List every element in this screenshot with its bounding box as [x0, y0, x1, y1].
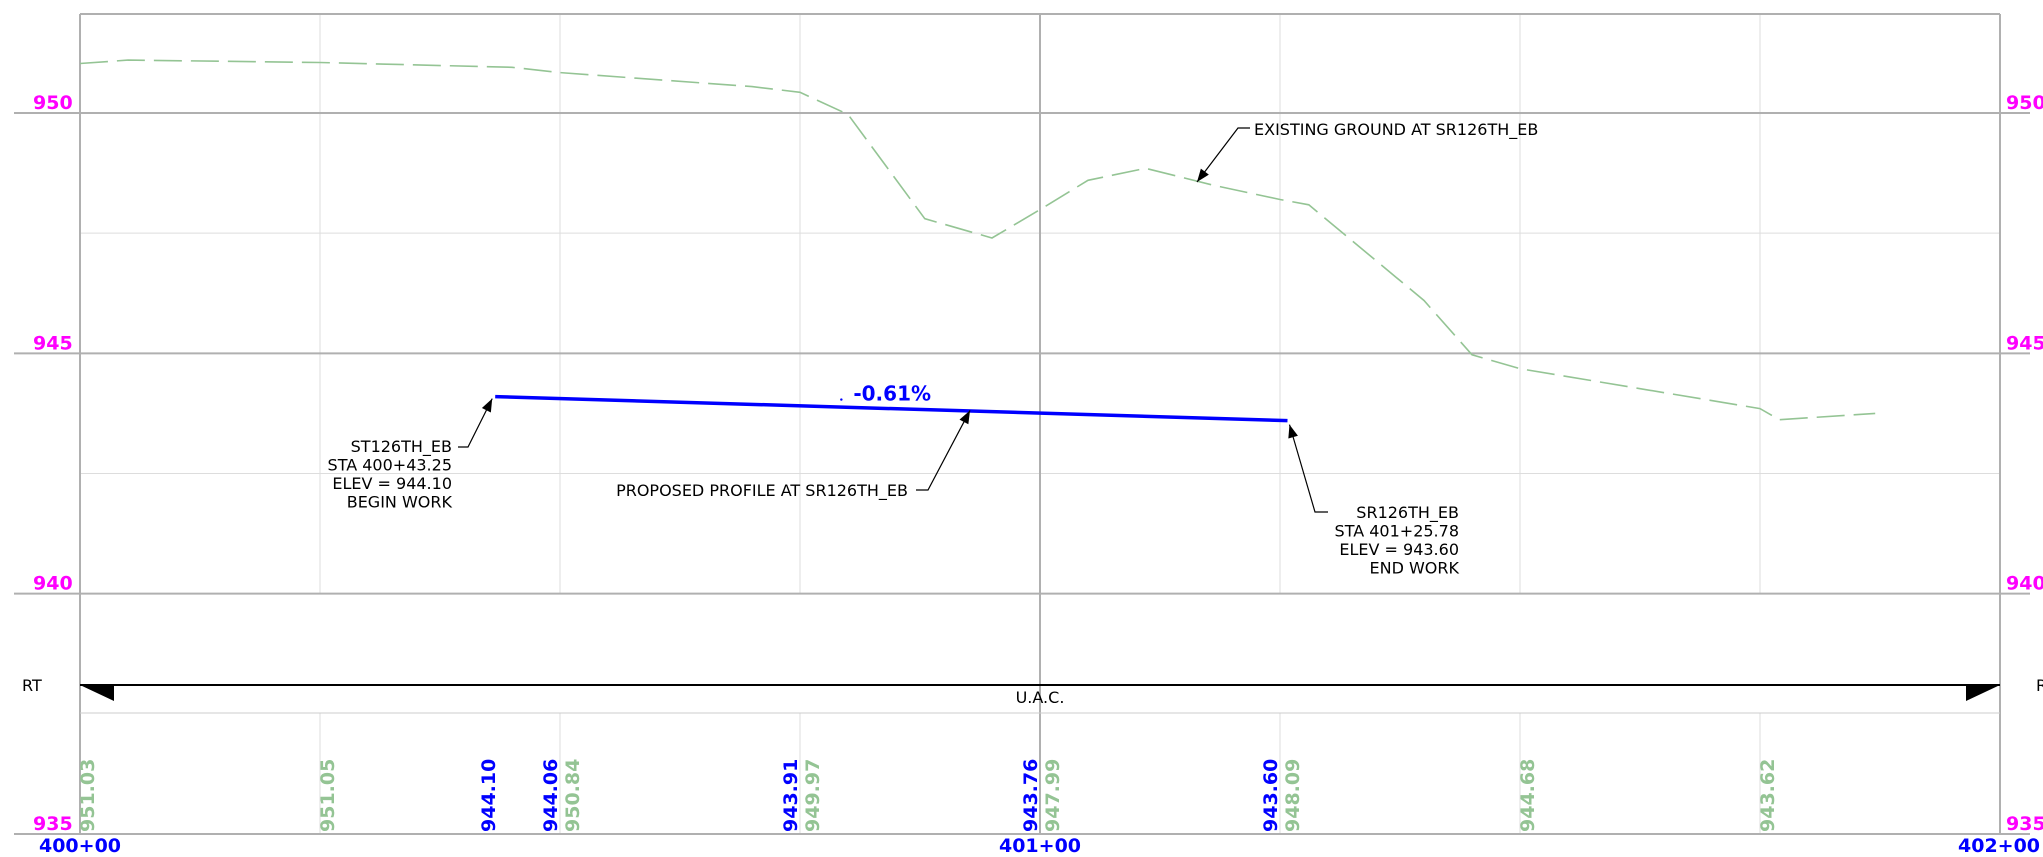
elevation-label-right: 940: [2006, 573, 2043, 595]
band-center-label: U.A.C.: [1016, 688, 1065, 707]
elevation-label-right: 945: [2006, 332, 2043, 354]
elevation-label-left: 935: [33, 813, 73, 835]
end-work-leader: [1288, 424, 1328, 513]
elevation-label-right: 935: [2006, 813, 2043, 835]
begin-work-leader: [458, 398, 493, 448]
existing-elevation-readout: 950.84: [562, 759, 584, 832]
proposed-profile-leader: [916, 410, 971, 491]
station-label: 401+00: [999, 835, 1081, 857]
proposed-elevation-readout: 943.76: [1020, 759, 1042, 832]
slope-dot: [840, 398, 843, 401]
existing-elevation-readout: 947.99: [1042, 759, 1064, 832]
station-label: 402+00: [1958, 835, 2040, 857]
band-side-right: RT: [2036, 676, 2043, 695]
elevation-label-right: 950: [2006, 92, 2043, 114]
elevation-readouts: 951.03 951.05 944.10 944.06 950.84 943.91 949.…: [77, 759, 1779, 832]
band-side-left: RT: [22, 676, 42, 695]
existing-ground-arrow-icon: [1197, 168, 1209, 182]
elevation-label-left: 950: [33, 92, 73, 114]
proposed-profile-arrow-icon: [959, 410, 970, 425]
existing-elevation-readout: 948.09: [1282, 759, 1304, 832]
existing-ground-line: [79, 59, 1876, 421]
proposed-elevation-readout: 943.60: [1260, 759, 1282, 832]
proposed-elevation-readout: 944.06: [540, 759, 562, 832]
begin-work-label-line: BEGIN WORK: [347, 493, 453, 512]
band-arrow-right-icon: [1966, 685, 2000, 701]
existing-elevation-readout: 951.03: [77, 759, 99, 832]
end-work-label-line: SR126TH_EB: [1356, 503, 1459, 523]
elevation-label-left: 940: [33, 573, 73, 595]
band-arrow-left-icon: [80, 685, 114, 701]
existing-elevation-readout: 944.68: [1517, 759, 1539, 832]
proposed-elevation-readout: 944.10: [478, 759, 500, 832]
elevation-label-left: 945: [33, 332, 73, 354]
proposed-profile-label: PROPOSED PROFILE AT SR126TH_EB: [616, 481, 908, 501]
proposed-profile-path: [495, 394, 1288, 423]
begin-work-label-line: ELEV = 944.10: [332, 474, 452, 493]
profile-grid: [14, 13, 2030, 835]
existing-ground-path: [79, 59, 1876, 421]
end-work-label-line: ELEV = 943.60: [1339, 540, 1459, 559]
offset-band: RT RT U.A.C.: [22, 676, 2043, 714]
end-work-label-line: END WORK: [1369, 559, 1459, 578]
begin-work-arrow-icon: [481, 398, 493, 413]
station-label: 400+00: [39, 835, 121, 857]
proposed-profile-line: [495, 394, 1288, 423]
existing-elevation-readout: 949.97: [802, 759, 824, 832]
proposed-elevation-readout: 943.91: [780, 759, 802, 832]
begin-work-label-line: STA 400+43.25: [328, 456, 452, 475]
end-work-label-line: STA 401+25.78: [1335, 522, 1459, 541]
annotations: -0.61% EXISTING GROUND AT SR126TH_EB PROPO…: [328, 120, 1539, 578]
begin-work-label-line: ST126TH_EB: [351, 437, 452, 457]
slope-label: -0.61%: [853, 382, 931, 406]
existing-elevation-readout: 951.05: [317, 759, 339, 832]
existing-elevation-readout: 943.62: [1757, 759, 1779, 832]
existing-ground-label: EXISTING GROUND AT SR126TH_EB: [1254, 120, 1538, 140]
existing-ground-leader: [1196, 127, 1250, 183]
end-work-arrow-icon: [1288, 424, 1298, 439]
